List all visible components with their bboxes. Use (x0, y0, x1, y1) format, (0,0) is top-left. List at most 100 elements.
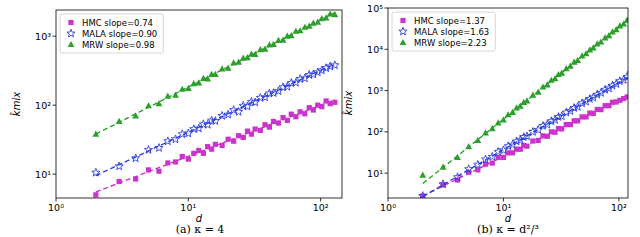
x-tick (56, 198, 57, 202)
x-tick-label: 10² (611, 202, 627, 213)
marker-square (117, 179, 122, 184)
marker-square (165, 160, 170, 165)
y-tick-label: 10⁴ (367, 44, 383, 55)
legend-label: MRW slope=0.98 (82, 40, 155, 50)
marker-triangle (145, 102, 152, 108)
legend-box (60, 14, 163, 53)
marker-square (302, 111, 307, 116)
legend-marker (400, 18, 405, 23)
marker-square (93, 192, 98, 197)
y-tick-label: 10¹ (35, 169, 51, 180)
y-tick-label: 10² (35, 100, 51, 111)
marker-triangle (132, 112, 139, 118)
marker-square (625, 94, 628, 99)
marker-square (196, 148, 201, 153)
x-tick (503, 198, 504, 202)
legend-marker (68, 41, 75, 47)
x-tick (388, 198, 389, 202)
marker-star (439, 180, 447, 188)
marker-triangle (219, 65, 226, 71)
y-tick-label: 10³ (35, 31, 51, 42)
y-tick (385, 8, 389, 9)
y-tick-label: 10¹ (367, 168, 383, 179)
marker-square (186, 156, 191, 161)
y-tick (385, 49, 389, 50)
marker-square (236, 133, 241, 138)
marker-star (218, 112, 226, 120)
marker-star (419, 192, 427, 198)
fit-line (423, 75, 628, 197)
marker-square (156, 169, 161, 174)
marker-star (144, 146, 152, 154)
marker-triangle (419, 171, 426, 177)
marker-triangle (172, 91, 179, 97)
marker-square (133, 176, 138, 181)
marker-star (453, 173, 461, 181)
marker-triangle (624, 16, 628, 22)
marker-square (220, 143, 225, 148)
x-tick-label: 10⁰ (48, 202, 64, 213)
caption: (a) κ = 4 (176, 223, 225, 236)
marker-star (132, 154, 140, 162)
marker-square (536, 138, 541, 143)
marker-square (276, 120, 281, 125)
marker-star (481, 155, 489, 163)
legend-marker (67, 29, 75, 37)
marker-square (241, 135, 246, 140)
y-tick (385, 173, 389, 174)
marker-square (289, 112, 294, 117)
legend-label: MRW slope=2.23 (414, 38, 487, 48)
legend-label: MALA slope=1.63 (414, 27, 489, 37)
marker-square (173, 159, 178, 164)
marker-triangle (179, 86, 186, 92)
marker-triangle (164, 93, 171, 99)
marker-square (311, 107, 316, 112)
marker-triangle (212, 71, 219, 77)
y-axis-label: k̂mix (342, 91, 354, 115)
marker-star (155, 144, 163, 152)
marker-star (92, 168, 100, 176)
marker-square (213, 142, 218, 147)
marker-triangle (465, 143, 472, 149)
marker-triangle (482, 129, 489, 135)
x-tick (188, 198, 189, 202)
legend: HMC slope=1.37MALA slope=1.63MRW slope=2… (392, 12, 495, 51)
panel: 10⁰10¹10²10¹10²10³10⁴10⁵dk̂mix(b) κ = d²… (342, 3, 635, 237)
marker-square (293, 114, 298, 119)
marker-star (224, 110, 232, 118)
fit-line (423, 94, 628, 196)
marker-star (318, 66, 326, 74)
legend-box (392, 12, 495, 51)
marker-square (180, 154, 185, 159)
marker-square (201, 151, 206, 156)
marker-square (191, 151, 196, 156)
legend: HMC slope=0.74MALA slope=0.90MRW slope=0… (60, 14, 163, 53)
legend-label: MALA slope=0.90 (82, 29, 157, 39)
marker-star (115, 162, 123, 170)
marker-triangle (524, 97, 531, 103)
marker-square (545, 134, 550, 139)
marker-star (283, 82, 291, 90)
marker-square (267, 125, 272, 130)
marker-star (171, 135, 179, 143)
marker-square (332, 100, 337, 105)
marker-triangle (489, 125, 496, 131)
marker-square (490, 161, 495, 166)
y-tick (53, 174, 57, 175)
marker-star (623, 73, 628, 81)
marker-star (331, 61, 339, 69)
marker-square (298, 109, 303, 114)
marker-triangle (92, 131, 99, 137)
x-tick-label: 10¹ (180, 202, 196, 213)
marker-square (559, 126, 564, 131)
y-tick (53, 36, 57, 37)
marker-square (249, 132, 254, 137)
marker-square (501, 155, 506, 160)
y-tick (385, 131, 389, 132)
caption: (b) κ = d²/³ (477, 223, 539, 236)
marker-square (146, 167, 151, 172)
marker-star (211, 117, 219, 125)
y-tick-label: 10⁵ (367, 3, 383, 14)
marker-square (530, 138, 535, 143)
marker-star (204, 120, 212, 128)
